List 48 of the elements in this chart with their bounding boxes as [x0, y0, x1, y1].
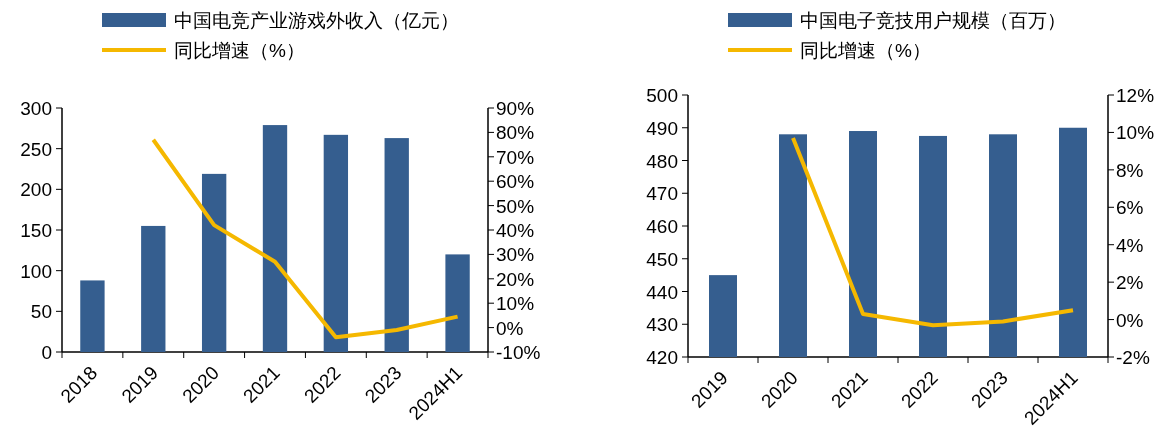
y2-tick-label: 80%	[496, 122, 535, 144]
y-tick-label: 440	[646, 281, 678, 303]
y-tick-label: 480	[646, 150, 678, 172]
y2-tick-label: 60%	[496, 171, 535, 193]
bar	[201, 173, 227, 352]
y-tick-label: 200	[20, 179, 52, 201]
y-tick-label: 490	[646, 117, 678, 139]
y2-tick-label: 90%	[496, 98, 535, 119]
y2-tick-label: 10%	[496, 293, 535, 315]
y2-tick-label: 8%	[1116, 159, 1144, 181]
y2-tick-label: 0%	[1116, 309, 1144, 331]
y2-tick-label: 6%	[1116, 197, 1144, 219]
y2-tick-label: 12%	[1116, 85, 1155, 106]
y-tick-label: 430	[646, 314, 678, 336]
y-tick-label: 300	[20, 98, 52, 119]
y2-tick-label: 20%	[496, 268, 535, 290]
line-series	[151, 137, 460, 340]
y2-tick-label: 30%	[496, 244, 535, 266]
bar	[323, 134, 349, 352]
y2-tick-label: 70%	[496, 146, 535, 168]
y-tick-label: 460	[646, 216, 678, 237]
y2-tick-label: -10%	[496, 342, 541, 363]
y-tick-label: 50	[30, 301, 52, 323]
bar	[384, 138, 409, 352]
legend-label: 中国电竞产业游戏外收入（亿元）	[174, 10, 459, 31]
y-tick-label: 470	[646, 183, 678, 205]
y2-tick-label: 4%	[1116, 234, 1144, 256]
y-tick-label: 100	[20, 260, 52, 282]
y-tick-label: 250	[20, 138, 52, 160]
y-tick-label: 450	[646, 248, 678, 270]
bar	[445, 254, 470, 352]
legend-label: 中国电子竞技用户规模（百万）	[800, 10, 1066, 31]
bar	[262, 125, 288, 352]
y-tick-label: 500	[646, 85, 678, 106]
line-series	[791, 136, 1075, 328]
legend-label: 同比增速（%）	[800, 40, 931, 61]
y2-tick-label: 0%	[496, 317, 524, 339]
y2-tick-label: 50%	[496, 195, 535, 217]
legend-label: 同比增速（%）	[174, 40, 305, 61]
bar	[80, 280, 105, 352]
bar	[141, 225, 166, 352]
y2-tick-label: 10%	[1116, 122, 1155, 144]
y2-tick-label: 2%	[1116, 272, 1144, 294]
y-tick-label: 150	[20, 220, 52, 241]
y-tick-label: 0	[41, 342, 52, 363]
y-tick-label: 420	[646, 347, 678, 368]
y2-tick-label: -2%	[1116, 347, 1150, 368]
y2-tick-label: 40%	[496, 220, 535, 241]
